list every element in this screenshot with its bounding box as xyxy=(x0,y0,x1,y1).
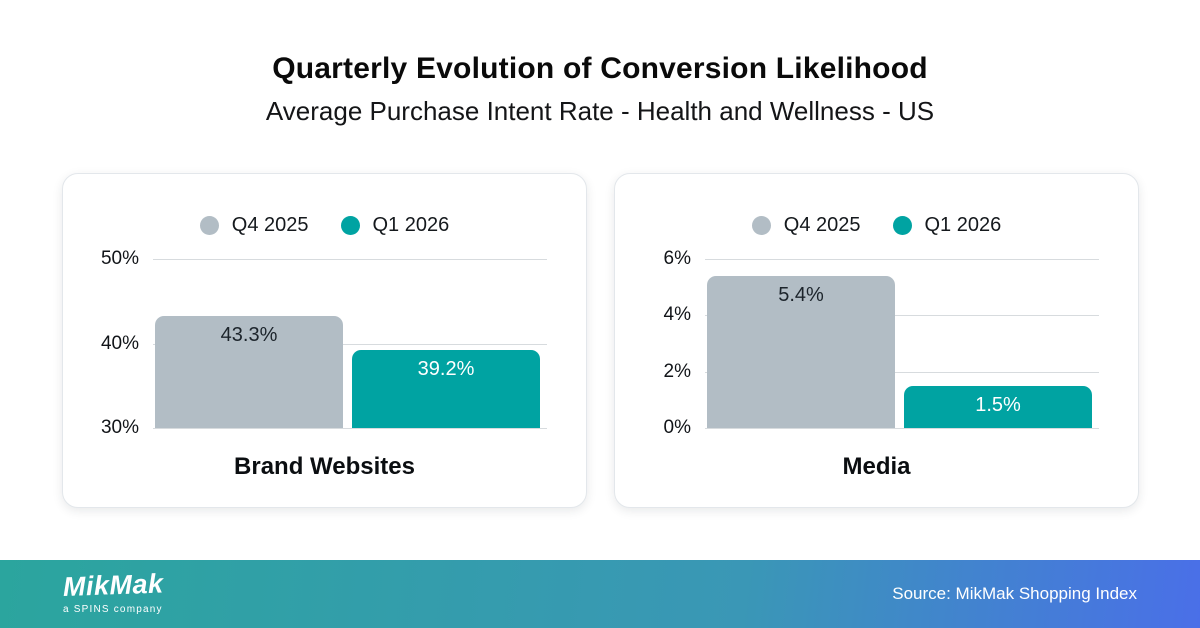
source-attribution: Source: MikMak Shopping Index xyxy=(892,584,1137,603)
category-label-brand-websites: Brand Websites xyxy=(234,453,415,480)
y-tick-label: 50% xyxy=(100,248,139,269)
gridline xyxy=(705,259,1099,260)
footer-bar: MikMak a SPINS company Source: MikMak Sh… xyxy=(0,560,1200,628)
bar-value-label: 5.4% xyxy=(778,283,824,306)
y-tick-label: 4% xyxy=(663,304,691,325)
mikmak-logo: MikMak a SPINS company xyxy=(62,568,164,615)
bar-value-label: 1.5% xyxy=(975,393,1021,416)
legend-item-q4-2025: Q4 2025 xyxy=(751,214,861,237)
legend-item-q4-2025: Q4 2025 xyxy=(199,214,309,237)
mikmak-logo-wordmark-icon: MikMak xyxy=(62,568,164,602)
q1-2026-swatch-icon xyxy=(892,216,912,235)
y-tick-label: 6% xyxy=(663,248,691,269)
bar-value-label: 43.3% xyxy=(220,323,278,346)
spins-company-tagline: a SPINS company xyxy=(63,603,163,615)
y-tick-label: 2% xyxy=(663,361,691,382)
legend-label-q1-2026: Q1 2026 xyxy=(924,214,1002,236)
chart-legend: Q4 2025 Q1 2026 xyxy=(615,214,1138,237)
gridline xyxy=(705,315,1099,316)
gridline xyxy=(705,428,1099,429)
bar-value-label: 39.2% xyxy=(417,358,475,381)
category-label-media: Media xyxy=(842,453,911,480)
chart-card-brand-websites: Q4 2025 Q1 2026 50% 40% 30% 43.3% 39.2% Bran… xyxy=(62,173,587,508)
legend-label-q4-2025: Q4 2025 xyxy=(783,214,861,236)
bar-chart-brand-websites: 50% 40% 30% 43.3% 39.2% xyxy=(101,249,547,438)
chart-legend: Q4 2025 Q1 2026 xyxy=(63,214,586,237)
gridline xyxy=(153,344,547,345)
bar-q1-2026: 39.2% xyxy=(352,350,540,428)
gridline xyxy=(153,428,547,429)
y-tick-label: 40% xyxy=(100,333,139,354)
legend-item-q1-2026: Q1 2026 xyxy=(892,214,1002,237)
y-tick-label: 0% xyxy=(663,417,691,438)
legend-item-q1-2026: Q1 2026 xyxy=(340,214,450,237)
gridline xyxy=(705,372,1099,373)
page-subtitle: Average Purchase Intent Rate - Health an… xyxy=(265,96,935,126)
q4-2025-swatch-icon xyxy=(199,216,219,235)
legend-label-q4-2025: Q4 2025 xyxy=(231,214,309,236)
gridline xyxy=(153,259,547,260)
bar-q4-2025: 43.3% xyxy=(155,315,343,428)
q4-2025-swatch-icon xyxy=(751,216,771,235)
chart-card-media: Q4 2025 Q1 2026 6% 4% 2% 0% 5.4% 1.5% Media xyxy=(614,173,1139,508)
legend-label-q1-2026: Q1 2026 xyxy=(372,214,450,236)
bar-q1-2026: 1.5% xyxy=(904,385,1092,428)
q1-2026-swatch-icon xyxy=(340,216,360,235)
bar-chart-media: 6% 4% 2% 0% 5.4% 1.5% xyxy=(664,249,1099,438)
page-title: Quarterly Evolution of Conversion Likeli… xyxy=(272,52,928,85)
y-tick-label: 30% xyxy=(100,417,139,438)
bar-q4-2025: 5.4% xyxy=(707,275,895,428)
